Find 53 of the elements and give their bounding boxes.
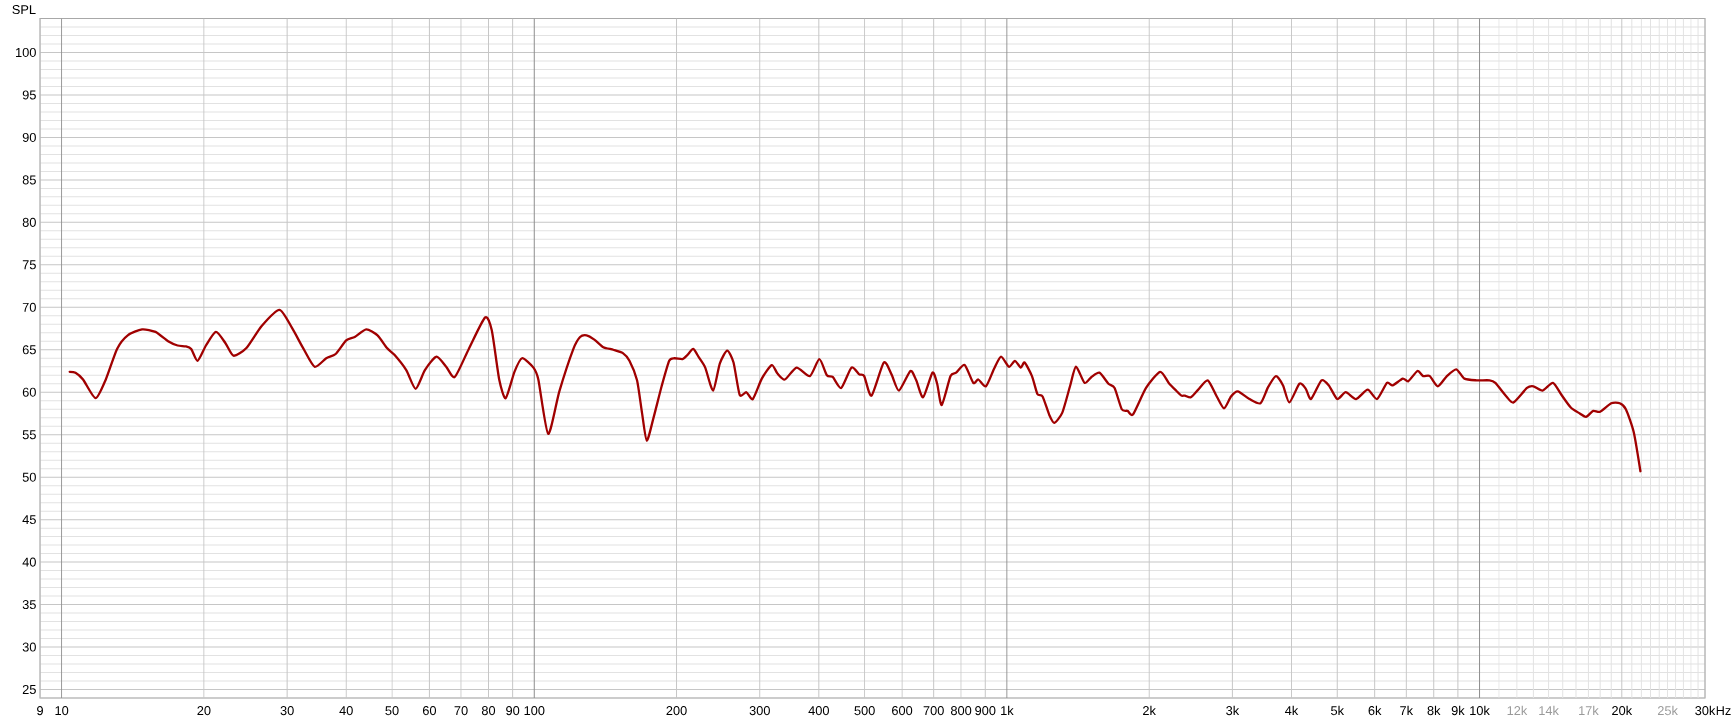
x-tick-label: 9k bbox=[1451, 705, 1465, 716]
x-tick-label: 40 bbox=[339, 706, 353, 716]
x-tick-label: 700 bbox=[923, 706, 944, 716]
x-axis-title: Hz bbox=[1716, 706, 1731, 715]
x-tick-label: 9 bbox=[37, 706, 43, 716]
y-tick-label: 35 bbox=[22, 600, 36, 610]
x-tick-label: 5k bbox=[1330, 705, 1345, 716]
x-tick-label: 500 bbox=[854, 706, 875, 716]
x-tick-label: 3k bbox=[1226, 705, 1240, 716]
x-tick-label: 600 bbox=[892, 706, 913, 716]
x-tick-label: 12k bbox=[1507, 705, 1528, 715]
y-tick-label: 70 bbox=[22, 302, 36, 312]
x-tick-label: 14k bbox=[1539, 705, 1559, 715]
y-tick-label: 40 bbox=[22, 557, 36, 567]
y-tick-label: 80 bbox=[22, 217, 36, 227]
x-tick-label: 80 bbox=[481, 706, 496, 716]
y-tick-label: 45 bbox=[22, 515, 36, 525]
x-tick-label: 60 bbox=[422, 706, 437, 716]
x-tick-label: 4k bbox=[1284, 705, 1299, 715]
y-tick-label: 75 bbox=[22, 260, 36, 270]
x-tick-label: 100 bbox=[524, 706, 545, 716]
y-tick-label: 55 bbox=[22, 430, 36, 440]
x-tick-label: 70 bbox=[454, 706, 468, 716]
x-tick-label: 17k bbox=[1579, 705, 1599, 715]
y-tick-label: 65 bbox=[22, 345, 36, 355]
y-tick-label: 30 bbox=[22, 642, 36, 652]
x-tick-label: 30k bbox=[1695, 705, 1716, 716]
y-tick-label: 100 bbox=[16, 47, 36, 58]
x-tick-label: 7k bbox=[1400, 705, 1414, 715]
x-tick-label: 8k bbox=[1427, 705, 1441, 716]
x-tick-label: 800 bbox=[950, 706, 972, 716]
x-tick-label: 2k bbox=[1143, 705, 1156, 715]
x-tick-label: 20k bbox=[1612, 705, 1633, 716]
x-tick-label: 30 bbox=[280, 706, 294, 716]
y-tick-label: 50 bbox=[22, 472, 36, 482]
x-tick-label: 300 bbox=[749, 706, 770, 716]
y-tick-label: 60 bbox=[22, 387, 36, 397]
x-tick-label: 10k bbox=[1470, 705, 1490, 716]
y-tick-label: 25 bbox=[22, 684, 36, 695]
x-tick-label: 6k bbox=[1368, 705, 1382, 716]
y-tick-label: 95 bbox=[22, 90, 36, 100]
y-axis-title: SPL bbox=[12, 5, 36, 15]
x-tick-label: 400 bbox=[808, 706, 829, 716]
x-tick-label: 200 bbox=[666, 706, 687, 716]
x-tick-label: 1k bbox=[1001, 705, 1014, 715]
x-tick-label: 50 bbox=[385, 706, 399, 716]
x-tick-label: 90 bbox=[506, 706, 520, 716]
x-tick-label: 20 bbox=[197, 706, 211, 716]
x-tick-label: 900 bbox=[975, 706, 996, 716]
y-tick-label: 90 bbox=[22, 132, 36, 142]
x-tick-label: 25k bbox=[1657, 705, 1678, 716]
y-tick-label: 85 bbox=[22, 175, 36, 185]
x-tick-label: 10 bbox=[55, 706, 69, 716]
